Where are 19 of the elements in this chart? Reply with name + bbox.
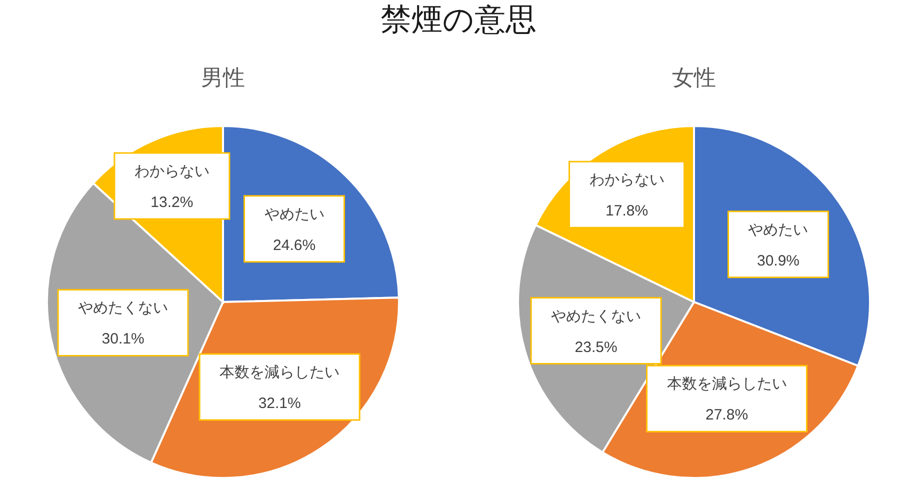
data-label: 24.6% [272,236,316,254]
slice-label: 本数を減らしたい [220,364,340,381]
data-label: 27.8% [705,406,748,424]
chart-title: 禁煙の意思 [380,2,536,37]
data-label: 13.2% [150,194,194,212]
slice-label: やめたくない [551,308,642,325]
data-label: 32.1% [258,394,301,412]
chart-subtitle: 男性 [201,65,245,90]
chart-subtitle: 女性 [672,65,716,90]
slice-label: やめたい [748,221,808,238]
data-label: 17.8% [606,202,648,220]
data-label: 23.5% [574,338,618,356]
slice-label: わからない [134,163,210,180]
data-label: 30.1% [102,330,144,348]
data-label: 30.9% [756,252,800,270]
slice-label: わからない [589,172,664,189]
slice-label: やめたくない [78,300,168,317]
slice-label: やめたい [264,206,324,223]
slice-label: 本数を減らしたい [666,376,787,393]
